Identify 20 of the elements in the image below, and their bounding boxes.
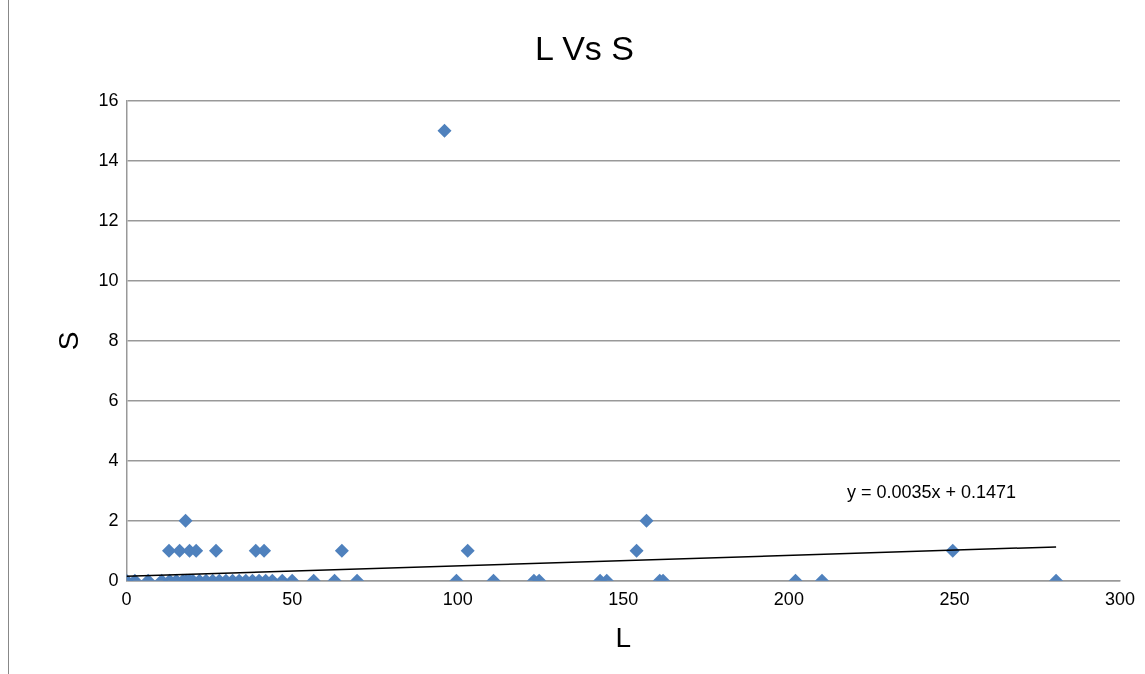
x-tick-label: 0 — [121, 588, 132, 609]
annotation: y = 0.0035x + 0.1471 — [846, 481, 1017, 502]
x-tick-label: 150 — [608, 588, 639, 609]
y-tick-label: 0 — [108, 569, 119, 590]
y-tick-label: 2 — [108, 509, 119, 530]
x-tick-label: 300 — [1104, 588, 1136, 609]
y-tick-label: 4 — [108, 449, 119, 470]
x-tick-label: 200 — [773, 588, 804, 609]
y-tick-label: 6 — [108, 389, 119, 410]
x-tick-label: 100 — [442, 588, 473, 609]
x-tick-label: 50 — [282, 588, 303, 609]
x-tick-label: 250 — [939, 588, 970, 609]
y-tick-label: 16 — [98, 89, 119, 110]
chart-title: L Vs S — [535, 28, 634, 67]
y-tick-label: 8 — [108, 329, 119, 350]
y-tick-label: 12 — [98, 209, 119, 230]
y-tick-label: 14 — [98, 149, 119, 170]
y-axis-title: S — [52, 331, 84, 351]
x-axis-title: L — [615, 621, 632, 653]
y-tick-label: 10 — [98, 269, 119, 290]
